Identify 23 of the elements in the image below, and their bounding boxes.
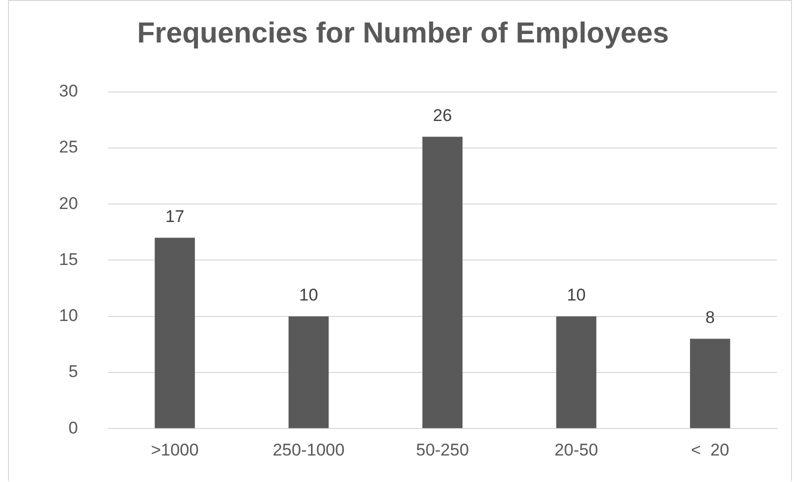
x-tick-label: 250-1000 [272, 440, 345, 460]
bar [422, 136, 463, 428]
bar [288, 316, 329, 428]
bar [154, 238, 195, 428]
chart-title: Frequencies for Number of Employees [137, 17, 669, 50]
y-tick-label: 15 [58, 250, 78, 269]
x-tick-label: >1000 [150, 440, 199, 460]
bar [690, 338, 730, 428]
x-tick-label: < 20 [690, 440, 730, 460]
data-label: 10 [566, 286, 586, 305]
x-tick-label: 20-50 [554, 440, 598, 460]
y-tick-label: 30 [58, 81, 78, 100]
data-label: 10 [299, 286, 318, 305]
y-tick-label: 5 [68, 362, 78, 382]
data-label: 26 [432, 106, 452, 125]
y-tick-label: 10 [58, 306, 78, 326]
y-tick-label: 20 [58, 194, 78, 213]
y-tick-label: 25 [58, 138, 78, 157]
data-label: 17 [165, 206, 184, 226]
bar [556, 316, 596, 428]
data-label: 8 [705, 308, 715, 327]
x-tick-label: 50-250 [416, 440, 469, 460]
y-tick-label: 0 [68, 418, 78, 438]
